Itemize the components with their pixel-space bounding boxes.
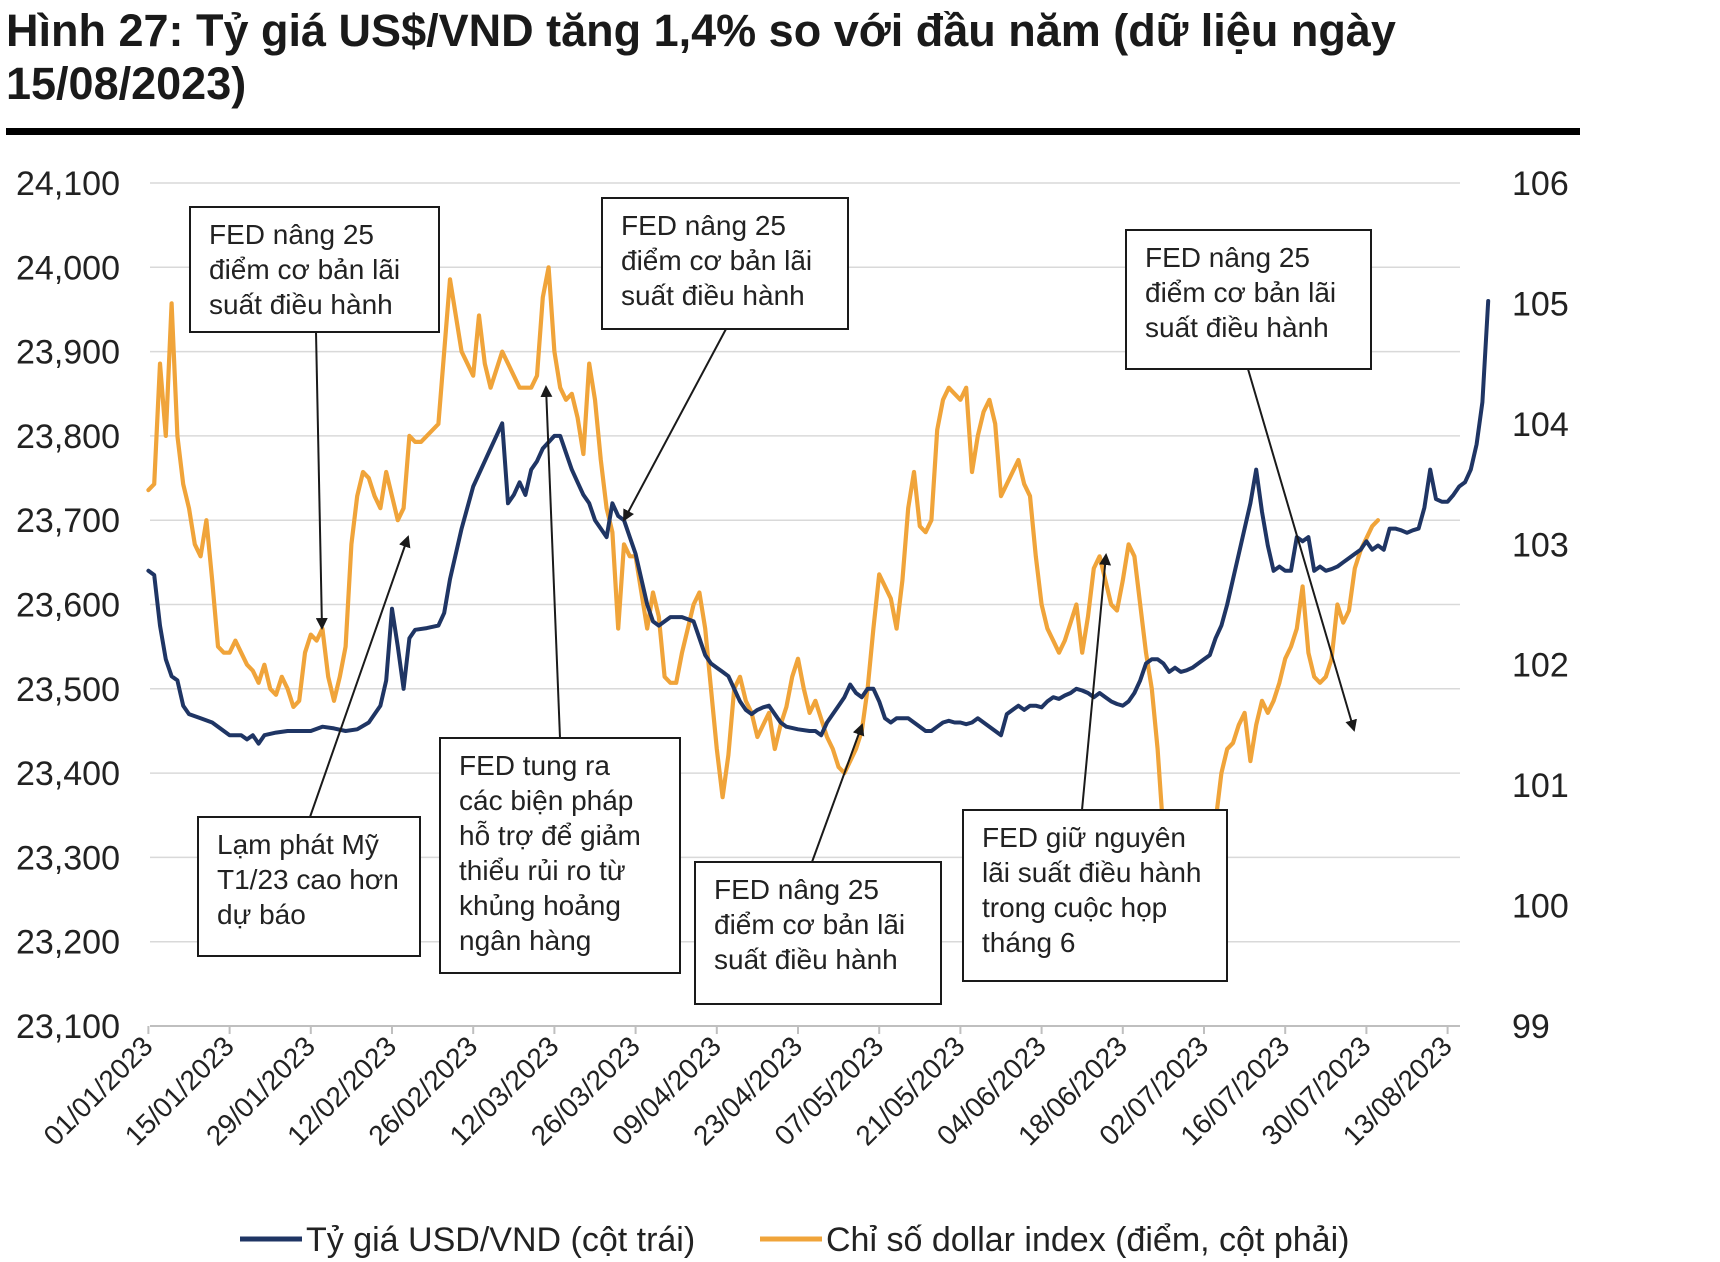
annotation-text: điểm cơ bản lãi bbox=[621, 245, 812, 276]
annotation-arrow bbox=[811, 723, 865, 863]
annotation-text: các biện pháp bbox=[459, 785, 633, 816]
right-tick-label: 105 bbox=[1512, 285, 1569, 323]
left-tick-label: 23,100 bbox=[16, 1008, 120, 1046]
right-tick-label: 101 bbox=[1512, 767, 1569, 805]
right-tick-label: 106 bbox=[1512, 165, 1569, 203]
annotation-box bbox=[189, 206, 440, 333]
annotation-text: hỗ trợ để giảm bbox=[459, 820, 641, 851]
annotation-text: trong cuộc họp bbox=[982, 892, 1167, 923]
ann-fed-feb: FED nâng 25 điểm cơ bản lãi suất điều hành bbox=[189, 206, 440, 630]
annotation-box bbox=[1125, 229, 1372, 370]
right-tick-label: 104 bbox=[1512, 406, 1569, 444]
ann-fed-hold: FED giữ nguyên lãi suất điều hành trong cu… bbox=[962, 553, 1228, 982]
annotation-text: tháng 6 bbox=[982, 927, 1075, 958]
left-tick-label: 23,200 bbox=[16, 924, 120, 962]
left-tick-label: 23,800 bbox=[16, 418, 120, 456]
annotation-text: khủng hoảng bbox=[459, 890, 621, 921]
annotation-text: thiểu rủi ro từ bbox=[459, 855, 626, 886]
x-axis: 01/01/202315/01/202329/01/202312/02/2023… bbox=[38, 1025, 1460, 1151]
annotation-text: FED nâng 25 bbox=[621, 210, 786, 241]
annotation-text: suất điều hành bbox=[209, 289, 393, 320]
annotation-text: ngân hàng bbox=[459, 925, 591, 956]
annotation-text: FED nâng 25 bbox=[209, 219, 374, 250]
legend-label-usd-vnd: Tỷ giá USD/VND (cột trái) bbox=[306, 1221, 695, 1259]
title-rule bbox=[6, 128, 1580, 135]
ann-bank: FED tung ra các biện pháp hỗ trợ để giảm th… bbox=[439, 385, 681, 974]
right-tick-label: 99 bbox=[1512, 1008, 1550, 1046]
annotation-text: suất điều hành bbox=[714, 944, 898, 975]
legend: Tỷ giá USD/VND (cột trái) Chỉ số dollar i… bbox=[240, 1221, 1349, 1259]
series-usd-vnd-line bbox=[146, 299, 1491, 746]
legend-label-dollar-index: Chỉ số dollar index (điểm, cột phải) bbox=[826, 1221, 1349, 1259]
right-tick-label: 100 bbox=[1512, 888, 1569, 926]
annotation-text: FED nâng 25 bbox=[714, 874, 879, 905]
annotation-text: FED tung ra bbox=[459, 750, 610, 781]
annotation-box bbox=[439, 737, 681, 974]
annotation-text: FED giữ nguyên bbox=[982, 822, 1186, 853]
left-tick-label: 23,400 bbox=[16, 755, 120, 793]
ann-fed-jul: FED nâng 25 điểm cơ bản lãi suất điều hành bbox=[1125, 229, 1372, 732]
right-axis: 99 100 101 102 103 104 105 106 bbox=[1512, 165, 1569, 1046]
left-axis: 23,100 23,200 23,300 23,400 23,500 23,600 23,7… bbox=[16, 165, 120, 1046]
left-tick-label: 23,300 bbox=[16, 839, 120, 877]
annotation-arrow bbox=[623, 328, 727, 522]
annotation-text: điểm cơ bản lãi bbox=[714, 909, 905, 940]
ann-fed-may: FED nâng 25 điểm cơ bản lãi suất điều hành bbox=[694, 723, 942, 1005]
annotation-box bbox=[197, 816, 421, 957]
annotation-arrow bbox=[1247, 368, 1357, 732]
annotation-box bbox=[601, 197, 849, 330]
annotation-layer: FED nâng 25 điểm cơ bản lãi suất điều hành… bbox=[189, 197, 1372, 1005]
annotation-text: suất điều hành bbox=[1145, 312, 1329, 343]
right-tick-label: 102 bbox=[1512, 647, 1569, 685]
annotation-text: điểm cơ bản lãi bbox=[209, 254, 400, 285]
annotation-arrow bbox=[540, 385, 561, 739]
gridlines bbox=[150, 182, 1460, 1027]
ann-fed-mar: FED nâng 25 điểm cơ bản lãi suất điều hành bbox=[601, 197, 849, 522]
annotation-text: suất điều hành bbox=[621, 280, 805, 311]
annotation-arrow bbox=[315, 331, 328, 630]
annotation-arrow bbox=[309, 535, 411, 818]
annotation-text: dự báo bbox=[217, 899, 306, 930]
annotation-text: lãi suất điều hành bbox=[982, 857, 1202, 888]
right-tick-label: 103 bbox=[1512, 526, 1569, 564]
annotation-box bbox=[962, 809, 1228, 982]
annotation-text: điểm cơ bản lãi bbox=[1145, 277, 1336, 308]
ann-cpi: Lạm phát Mỹ T1/23 cao hơn dự báo bbox=[197, 535, 421, 957]
annotation-box bbox=[694, 861, 942, 1005]
chart-title: Hình 27: Tỷ giá US$/VND tăng 1,4% so với… bbox=[6, 5, 1396, 109]
annotation-text: FED nâng 25 bbox=[1145, 242, 1310, 273]
left-tick-label: 23,700 bbox=[16, 502, 120, 540]
left-tick-label: 23,600 bbox=[16, 587, 120, 625]
left-tick-label: 24,000 bbox=[16, 249, 120, 287]
left-tick-label: 23,500 bbox=[16, 671, 120, 709]
annotation-text: T1/23 cao hơn bbox=[217, 864, 399, 895]
annotation-arrow bbox=[1081, 553, 1112, 811]
left-tick-label: 24,100 bbox=[16, 165, 120, 203]
annotation-text: Lạm phát Mỹ bbox=[217, 829, 379, 860]
left-tick-label: 23,900 bbox=[16, 334, 120, 372]
